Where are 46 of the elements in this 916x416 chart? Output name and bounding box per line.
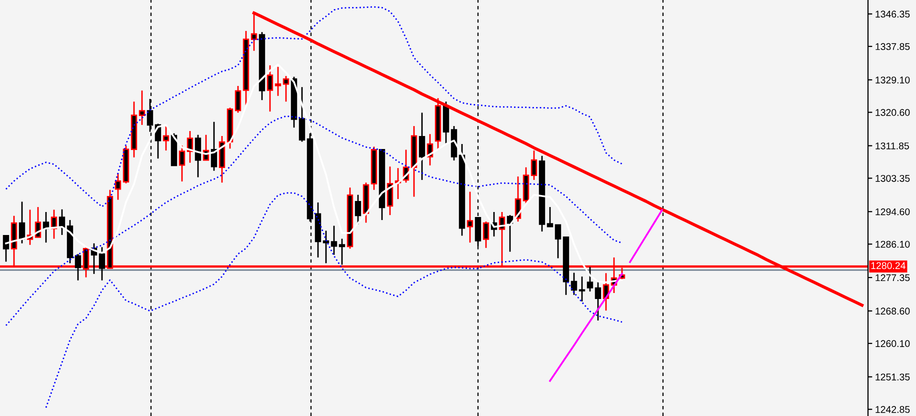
candlestick [162, 126, 170, 152]
y-tick-label: 1337.85 [876, 43, 910, 50]
candlestick [586, 266, 594, 292]
candlestick [594, 280, 602, 322]
candlestick [274, 66, 282, 97]
line-series [5, 6, 623, 208]
candlestick [322, 230, 330, 264]
y-tick-label: 1311.85 [876, 142, 909, 150]
candlestick [338, 238, 346, 266]
candlestick [138, 90, 146, 126]
candlestick [266, 64, 274, 112]
candlestick [482, 220, 490, 249]
line-series [45, 192, 623, 408]
y-tick-label: 1329.10 [876, 76, 910, 84]
candlestick [570, 272, 578, 296]
candlestick [554, 224, 562, 259]
y-tick-label: 1268.60 [876, 308, 910, 315]
y-tick-label: 1286.10 [876, 240, 910, 248]
y-tick-label: 1294.60 [876, 208, 910, 216]
y-tick-label: 1303.35 [876, 174, 910, 182]
candlestick [194, 134, 202, 178]
candlestick [98, 246, 106, 282]
y-tick-label: 1277.35 [876, 274, 910, 282]
candlestick [546, 206, 554, 228]
candlestick [578, 276, 586, 302]
y-tick-label: 1242.85 [876, 406, 910, 413]
candlestick [354, 194, 362, 225]
y-tick-label: 1320.60 [876, 109, 910, 116]
line-series [5, 115, 623, 326]
ref-line-label: 1280.24 [871, 262, 906, 270]
candlestick [178, 144, 186, 182]
candlestick [282, 75, 290, 102]
line-series [629, 209, 663, 263]
candlestick [74, 253, 82, 282]
candlestick [330, 225, 338, 256]
y-tick-label: 1346.35 [876, 10, 910, 18]
y-tick-label: 1251.35 [876, 374, 910, 380]
candlestick [466, 191, 474, 244]
candlestick [298, 86, 306, 142]
candlestick [2, 235, 10, 262]
candlestick [530, 150, 538, 181]
y-tick-label: 1260.10 [876, 340, 910, 348]
candlestick [234, 85, 242, 114]
candlestick [18, 201, 26, 244]
candlestick [114, 172, 122, 200]
candlestick [418, 112, 426, 181]
